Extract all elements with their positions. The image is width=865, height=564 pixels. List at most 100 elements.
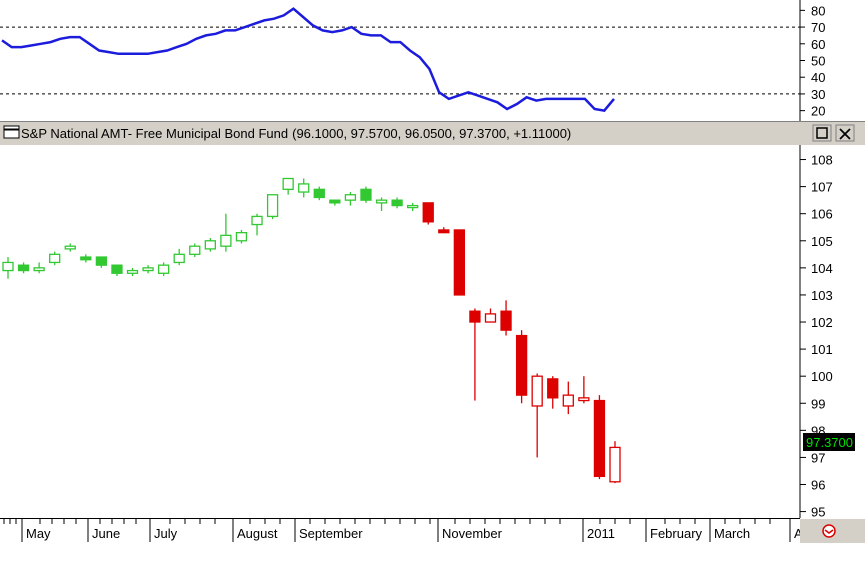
candle — [391, 197, 403, 209]
candle-body — [329, 199, 341, 204]
indicator-tick-label: 50 — [811, 54, 825, 69]
scroll-to-latest-icon[interactable] — [822, 524, 836, 538]
candle — [157, 262, 170, 276]
candle-body — [469, 310, 481, 323]
candle-body — [609, 446, 621, 483]
candle — [531, 373, 543, 458]
candle-body — [562, 394, 574, 407]
maximize-icon — [816, 127, 828, 139]
candle — [282, 177, 294, 195]
candle-body — [313, 188, 325, 199]
candle-body — [500, 310, 512, 331]
candle — [609, 441, 621, 484]
candle-body — [17, 264, 30, 272]
indicator-tick-label: 70 — [811, 20, 825, 35]
candle-body — [266, 194, 279, 218]
candle — [578, 376, 590, 404]
candle-body — [49, 253, 61, 264]
candle-body — [235, 232, 248, 242]
candle-body — [2, 261, 14, 272]
maximize-button[interactable] — [812, 124, 832, 142]
close-icon — [839, 128, 851, 140]
indicator-tick-label: 20 — [811, 104, 825, 119]
candle — [298, 178, 310, 198]
candle — [562, 381, 574, 415]
price-tick-label: 100 — [811, 369, 833, 384]
candle — [251, 213, 263, 236]
candle — [515, 330, 528, 404]
candle-body — [220, 234, 232, 247]
candle-body — [344, 194, 357, 201]
candle-body — [95, 256, 108, 266]
indicator-tick-label: 80 — [811, 3, 825, 18]
title-bar-bg — [0, 121, 865, 145]
candle-body — [531, 375, 543, 407]
candle — [593, 395, 606, 480]
time-tick-label: March — [714, 526, 750, 541]
last-value-label: 97.3700 — [806, 435, 853, 450]
price-tick-label: 95 — [811, 505, 825, 520]
candle-body — [593, 399, 606, 478]
candle-body — [515, 334, 528, 396]
time-tick-label: July — [154, 526, 178, 541]
scroll-to-latest-glyph — [824, 529, 834, 534]
close-button[interactable] — [835, 124, 855, 142]
candle-body — [391, 199, 403, 207]
candle-body — [298, 183, 310, 193]
candle-body — [157, 264, 170, 274]
candle-body — [407, 204, 419, 209]
indicator-panel-bg — [0, 0, 800, 121]
candle — [500, 300, 512, 336]
time-tick-label: August — [237, 526, 278, 541]
candle — [344, 192, 357, 206]
time-tick-label: A — [794, 526, 803, 541]
last-value-marker: 97.3700 — [803, 433, 855, 451]
candle — [173, 248, 185, 266]
time-tick-label: May — [26, 526, 51, 541]
time-tick-label: 2011 — [587, 526, 615, 541]
candle-body — [375, 199, 388, 204]
price-tick-label: 102 — [811, 315, 833, 330]
candle — [189, 243, 201, 258]
candle — [220, 213, 232, 252]
price-tick-label: 99 — [811, 396, 825, 411]
time-tick-label: February — [650, 526, 703, 541]
title-ohlc: (96.1000, 97.5700, 96.0500, 97.3700, +1.… — [292, 126, 571, 141]
panel-icon[interactable] — [3, 125, 20, 139]
price-tick-label: 105 — [811, 234, 833, 249]
price-tick-label: 96 — [811, 478, 825, 493]
candle — [375, 197, 388, 211]
title-name: S&P National AMT- Free Municipal Bond Fu… — [21, 126, 288, 141]
candle-body — [438, 229, 450, 234]
price-tick-label: 101 — [811, 342, 833, 357]
candle — [313, 186, 325, 201]
last-value-bg — [803, 433, 855, 451]
candle — [360, 186, 372, 203]
candle — [49, 251, 61, 266]
candle — [484, 308, 497, 323]
candle — [547, 376, 559, 409]
candle-body — [111, 264, 123, 274]
price-panel-title-bar: S&P National AMT- Free Municipal Bond Fu… — [0, 121, 865, 145]
candle-body — [453, 229, 466, 296]
candle — [407, 202, 419, 211]
candle-body — [189, 245, 201, 255]
candle — [469, 308, 481, 401]
candle-body — [204, 240, 216, 250]
candle-body — [64, 245, 76, 250]
candle-body — [282, 177, 294, 190]
candle — [95, 256, 108, 268]
time-axis: May June July August September November 2011 Fe… — [0, 518, 865, 543]
candle — [422, 202, 434, 225]
indicator-tick-label: 60 — [811, 37, 825, 52]
candle-body — [80, 256, 92, 261]
price-tick-label: 107 — [811, 180, 833, 195]
candle — [64, 243, 76, 252]
price-tick-label: 97 — [811, 450, 825, 465]
price-tick-label: 106 — [811, 207, 833, 222]
candle — [438, 227, 450, 234]
candle — [17, 262, 30, 274]
candle — [453, 229, 466, 296]
